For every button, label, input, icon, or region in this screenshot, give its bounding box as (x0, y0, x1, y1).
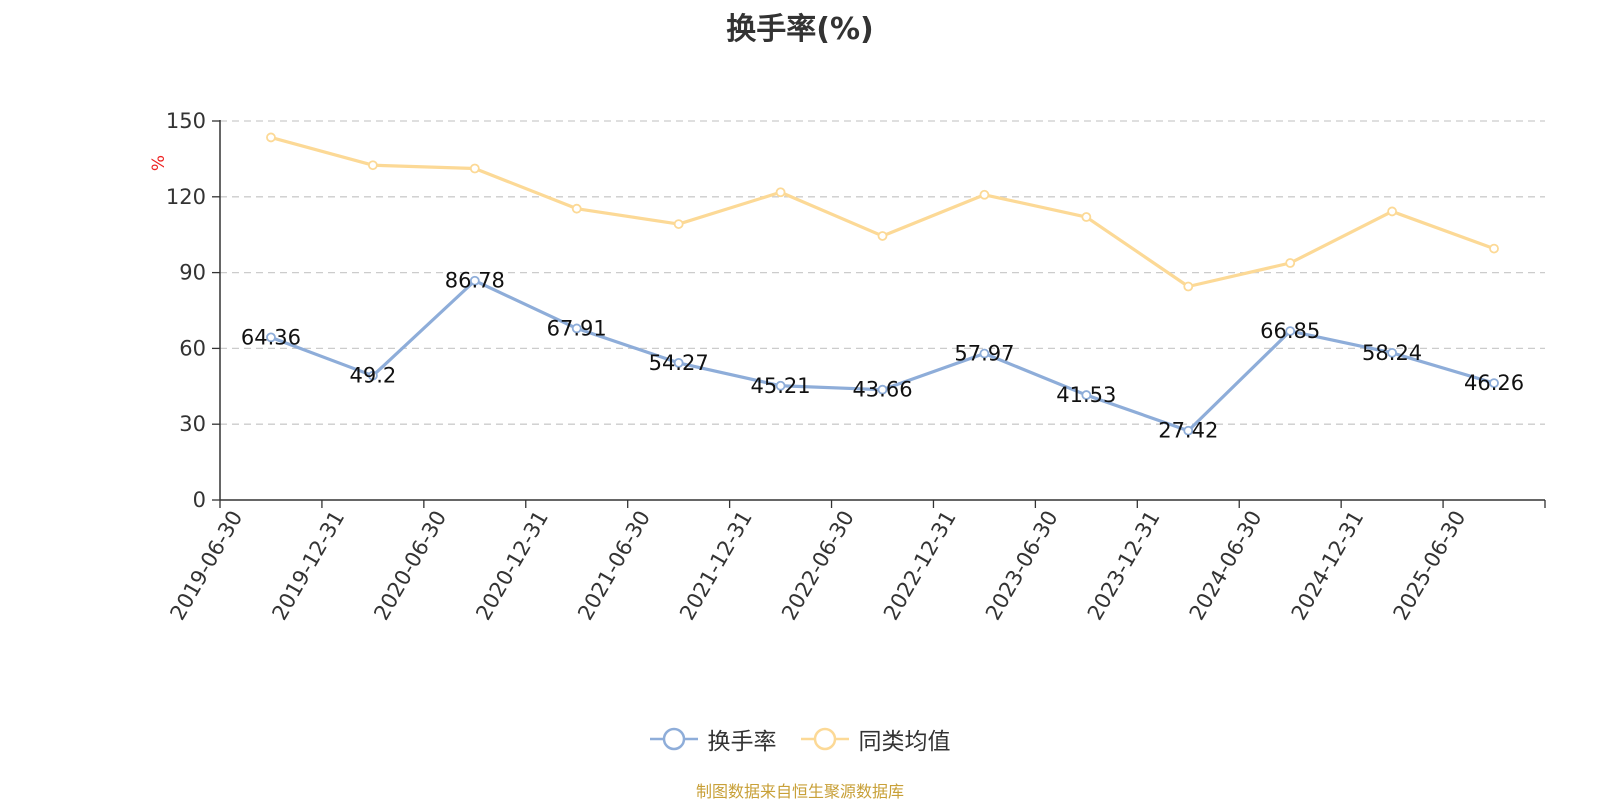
data-point-1 (1081, 212, 1092, 222)
data-point-1 (469, 163, 480, 174)
series-line-0 (270, 279, 1495, 433)
x-tick-label: 2020-06-30 (369, 507, 451, 625)
x-tick-label: 2019-12-31 (267, 507, 349, 625)
data-label: 57.97 (954, 342, 1014, 366)
legend-label-turnover: 换手率 (707, 729, 777, 755)
y-axis-unit-label: % (149, 155, 169, 171)
x-tick-label: 2021-06-30 (573, 507, 655, 625)
legend-line-circle-icon (800, 727, 849, 751)
data-point-0 (469, 275, 480, 286)
data-point-1 (1387, 206, 1398, 217)
data-point-1 (673, 219, 684, 229)
legend-item-peer-average[interactable]: 同类均值 (800, 722, 951, 756)
x-tick-label: 2022-06-30 (777, 507, 859, 625)
legend: 换手率 同类均值 (0, 722, 1600, 756)
data-label: 66.85 (1260, 319, 1320, 343)
data-label: 46.26 (1464, 371, 1524, 395)
data-point-1 (571, 203, 582, 214)
data-point-0 (1285, 326, 1296, 336)
legend-line-circle-icon (649, 727, 698, 751)
data-point-0 (1387, 347, 1398, 358)
data-point-0 (1183, 425, 1194, 436)
series-line-1 (270, 135, 1495, 289)
data-label: 86.78 (445, 269, 505, 293)
data-point-1 (1489, 243, 1499, 254)
y-tick-label: 150 (166, 109, 206, 133)
x-tick-label: 2024-12-31 (1287, 507, 1369, 625)
data-label: 49.2 (350, 364, 397, 388)
series-lines (266, 132, 1499, 436)
data-point-0 (367, 370, 378, 381)
data-point-1 (266, 132, 276, 143)
data-labels: 64.36 49.2 86.78 67.91 54.27 45.21 43.66 57.97 4… (241, 269, 1524, 443)
y-tick-label: 60 (179, 336, 206, 360)
source-note: 制图数据来自恒生聚源数据库 (695, 782, 904, 801)
data-point-0 (775, 380, 786, 391)
data-point-1 (1285, 258, 1296, 268)
x-tick-label: 2022-12-31 (879, 507, 961, 625)
data-label: 43.66 (852, 378, 912, 402)
data-point-0 (571, 323, 582, 334)
data-point-0 (877, 384, 888, 395)
data-point-0 (673, 357, 684, 368)
x-tick-label: 2023-06-30 (981, 507, 1063, 625)
data-point-1 (979, 189, 990, 200)
x-tick-label: 2019-06-30 (165, 507, 247, 625)
data-point-1 (877, 231, 888, 241)
data-label: 58.24 (1362, 341, 1422, 365)
legend-label-peer-average: 同类均值 (858, 729, 951, 755)
data-label: 54.27 (649, 351, 709, 375)
y-tick-label: 30 (179, 412, 206, 436)
data-point-1 (367, 160, 378, 171)
x-tick-label: 2023-12-31 (1083, 507, 1165, 625)
x-tick-label: 2020-12-31 (471, 507, 553, 625)
y-tick-label: 90 (179, 261, 206, 285)
data-point-1 (1183, 281, 1194, 292)
y-tick-label: 120 (166, 185, 206, 209)
x-tick-label: 2025-06-30 (1389, 507, 1471, 625)
data-point-0 (979, 348, 990, 359)
data-point-0 (1081, 390, 1092, 400)
data-point-0 (266, 332, 276, 343)
x-tick-label: 2024-06-30 (1185, 507, 1267, 625)
data-label: 64.36 (241, 325, 301, 349)
data-label: 67.91 (547, 316, 607, 340)
chart-title: 换手率(%) (726, 12, 874, 47)
data-point-0 (1489, 378, 1499, 389)
data-label: 45.21 (751, 374, 811, 398)
data-label: 27.42 (1158, 419, 1218, 443)
x-tick-label: 2021-12-31 (675, 507, 757, 625)
data-point-1 (775, 187, 786, 198)
legend-item-turnover[interactable]: 换手率 (649, 722, 777, 756)
data-label: 41.53 (1056, 383, 1116, 407)
gridlines (220, 120, 1545, 425)
y-tick-label: 0 (193, 488, 206, 512)
